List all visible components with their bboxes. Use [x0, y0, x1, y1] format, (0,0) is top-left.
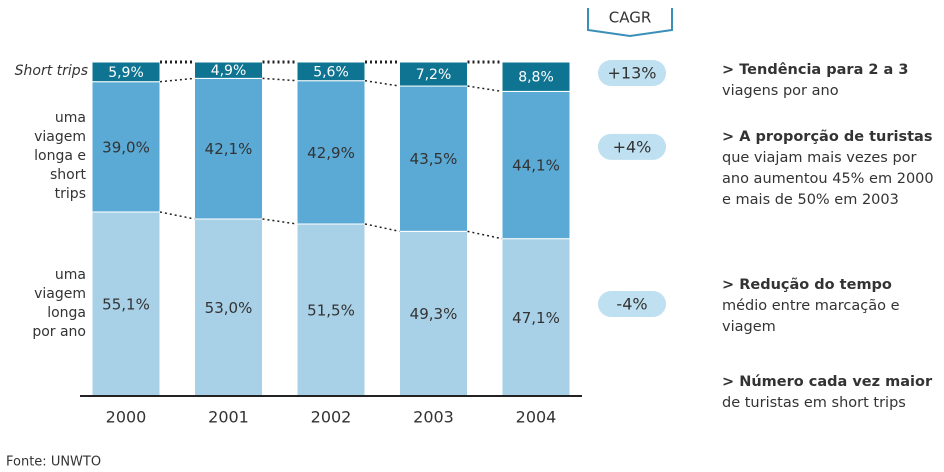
- connector: [364, 223, 400, 233]
- connector: [262, 77, 298, 82]
- note: > Número cada vez maior de turistas em s…: [722, 374, 933, 411]
- value-label: 55,1%: [102, 295, 150, 313]
- bar-segment: [194, 61, 263, 79]
- value-label: 43,5%: [410, 150, 458, 168]
- bar-segment: [296, 61, 366, 82]
- x-tick-label: 2004: [516, 408, 557, 427]
- bar-segment: [501, 61, 571, 92]
- connector: [159, 211, 195, 220]
- value-label: 4,9%: [211, 63, 247, 79]
- cagr-bracket: [587, 8, 673, 38]
- cagr-pill: [598, 133, 666, 160]
- bar-segment: [399, 85, 468, 232]
- value-label: 42,1%: [205, 140, 253, 158]
- bar-segment: [91, 81, 161, 213]
- connector: [467, 230, 503, 240]
- bar-segment: [399, 61, 468, 87]
- value-label: 5,9%: [108, 65, 144, 81]
- source: Fonte: UNWTO: [6, 455, 101, 470]
- value-label: 5,6%: [313, 64, 349, 80]
- series-label: uma viagem longa por ano: [32, 266, 86, 340]
- value-label: 39,0%: [102, 138, 150, 156]
- bar-segment: [91, 61, 161, 83]
- value-label: 42,9%: [307, 144, 355, 162]
- x-tick-label: 2003: [413, 408, 454, 427]
- series-label: uma viagem longa e short trips: [34, 109, 86, 202]
- cagr-pill: [598, 290, 666, 317]
- x-tick-label: 2000: [106, 408, 147, 427]
- note: > A proporção de turistas que viajam mai…: [722, 129, 934, 208]
- cagr-title: CAGR: [609, 9, 652, 27]
- value-label: 7,2%: [416, 67, 452, 83]
- value-label: 44,1%: [512, 157, 560, 175]
- value-label: 47,1%: [512, 309, 560, 327]
- x-tick-label: 2001: [208, 408, 249, 427]
- cagr-label: +13%: [608, 64, 657, 83]
- bar-segment: [399, 230, 468, 397]
- note: > Tendência para 2 a 3 viagens por ano: [722, 62, 909, 99]
- bar-segment: [91, 211, 161, 397]
- note: > Redução do tempo médio entre marcação …: [722, 277, 900, 335]
- bar-segment: [296, 80, 366, 225]
- bar-segment: [501, 90, 571, 240]
- value-label: 8,8%: [518, 70, 554, 86]
- x-tick-label: 2002: [311, 408, 352, 427]
- connector: [467, 85, 503, 93]
- cagr-label: -4%: [616, 294, 647, 313]
- connector: [262, 218, 298, 225]
- value-label: 51,5%: [307, 301, 355, 319]
- connector: [159, 77, 195, 83]
- value-label: 53,0%: [205, 299, 253, 317]
- bar-segment: [501, 238, 571, 397]
- value-label: 49,3%: [410, 305, 458, 323]
- bar-segment: [194, 77, 263, 220]
- cagr-label: +4%: [613, 137, 652, 156]
- series-label: Short trips: [14, 62, 88, 79]
- bar-segment: [194, 218, 263, 397]
- connector: [364, 79, 400, 87]
- cagr-pill: [598, 60, 666, 86]
